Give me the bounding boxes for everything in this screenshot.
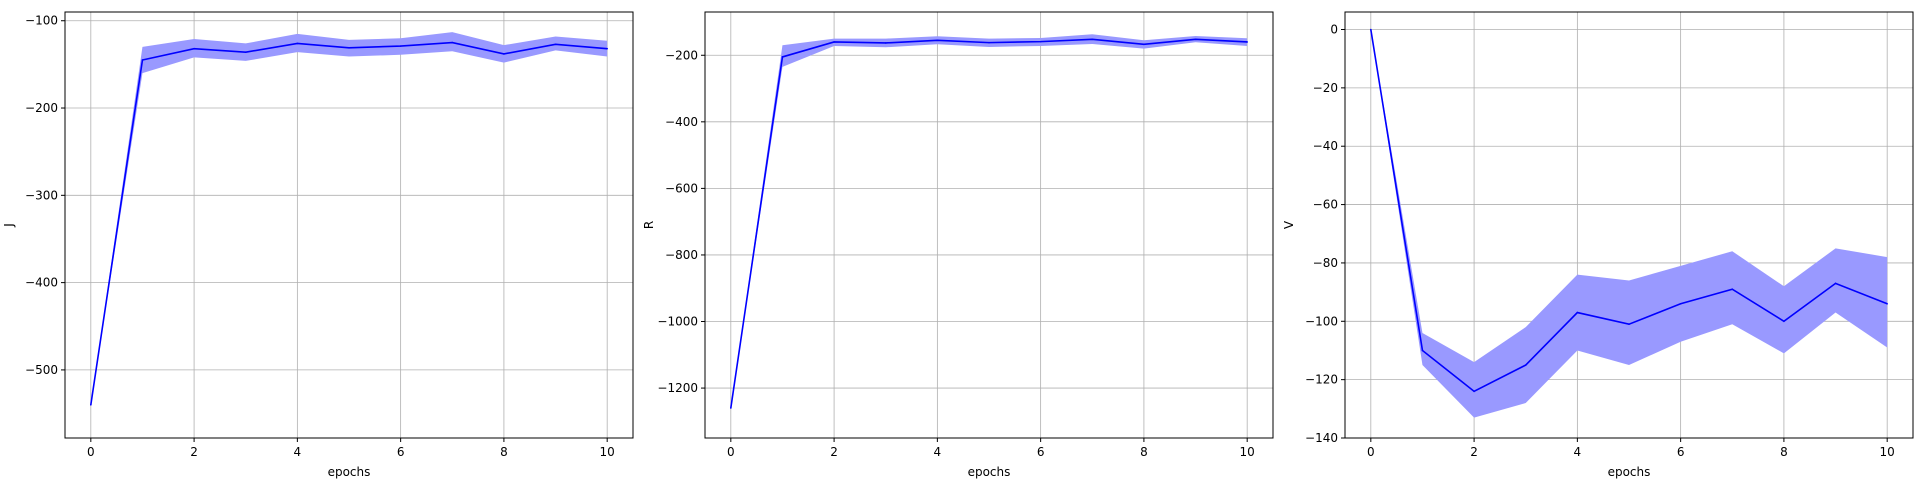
x-tick-label: 2 [1470, 445, 1478, 459]
y-tick-label: −200 [25, 101, 58, 115]
y-tick-label: −300 [25, 188, 58, 202]
y-tick-label: −120 [1305, 373, 1338, 387]
data-point [988, 41, 990, 44]
y-tick-label: −1000 [657, 315, 698, 329]
data-point [90, 404, 92, 406]
x-tick-label: 0 [87, 445, 95, 459]
x-tick-label: 8 [500, 445, 508, 459]
data-point [936, 39, 939, 42]
data-point [606, 47, 608, 50]
data-point [193, 47, 195, 50]
x-tick-label: 8 [1140, 445, 1148, 459]
plot-frame [704, 11, 1274, 439]
data-point [1194, 38, 1197, 41]
x-tick-label: 8 [1780, 445, 1788, 459]
data-point [1091, 38, 1094, 41]
confidence-band [730, 34, 1248, 409]
data-point [1039, 40, 1042, 43]
x-tick-label: 10 [1240, 445, 1255, 459]
y-tick-label: −800 [665, 248, 698, 262]
data-point [1576, 311, 1579, 314]
y-tick-label: −80 [1313, 256, 1338, 270]
x-axis-label: epochs [1608, 465, 1651, 479]
data-point [1421, 349, 1424, 352]
data-point [399, 45, 402, 47]
chart-panel-v: 0 2 4 6 8 10 −140 −120 −100 −80 −60 −40 −20 0 epochs V [1282, 11, 1914, 479]
y-tick-label: −20 [1313, 81, 1338, 95]
y-tick-label: −1200 [657, 381, 698, 395]
y-tick-label: −600 [665, 181, 698, 195]
x-tick-label: 6 [397, 445, 405, 459]
y-tick-label: −40 [1313, 139, 1338, 153]
confidence-band [90, 32, 608, 405]
data-point [1143, 43, 1145, 46]
data-point [730, 407, 732, 409]
data-point [1834, 282, 1837, 285]
y-tick-label: −140 [1305, 431, 1338, 445]
x-tick-label: 4 [934, 445, 942, 459]
data-point [884, 42, 887, 44]
x-tick-label: 2 [190, 445, 198, 459]
data-point [1473, 390, 1475, 393]
data-point [833, 41, 835, 43]
x-tick-label: 6 [1037, 445, 1045, 459]
plot-frame [1344, 11, 1914, 439]
y-tick-label: 0 [1330, 23, 1338, 37]
y-tick-label: −200 [665, 48, 698, 62]
y-tick-label: −60 [1313, 198, 1338, 212]
x-tick-label: 4 [1574, 445, 1582, 459]
data-point [554, 43, 557, 46]
plot-frame [64, 11, 634, 439]
y-axis-label: V [1282, 220, 1296, 229]
series-line [90, 41, 608, 405]
y-tick-label: −100 [25, 14, 58, 28]
x-tick-label: 0 [1367, 445, 1375, 459]
data-point [503, 53, 505, 55]
chart-panel-r: 0 2 4 6 8 10 −1200 −1000 −800 −600 −400 −200 epochs R [642, 11, 1274, 479]
data-point [451, 41, 454, 44]
x-axis-label: epochs [328, 465, 371, 479]
x-tick-label: 6 [1677, 445, 1685, 459]
data-point [1783, 320, 1785, 323]
data-point [1679, 302, 1682, 305]
data-point [1628, 323, 1630, 326]
data-point [348, 46, 350, 49]
chart-panel-j: 0 2 4 6 8 10 −500 −400 −300 −200 −100 epochs J [2, 11, 634, 479]
x-tick-label: 2 [830, 445, 838, 459]
data-point [244, 51, 247, 53]
x-tick-label: 4 [294, 445, 302, 459]
series-line [730, 38, 1248, 409]
data-point [1246, 41, 1248, 43]
x-tick-label: 0 [727, 445, 735, 459]
x-tick-label: 10 [1880, 445, 1895, 459]
data-point [781, 56, 784, 58]
data-point [141, 59, 144, 61]
x-tick-label: 10 [600, 445, 615, 459]
data-point [1731, 288, 1734, 290]
y-tick-label: −400 [25, 276, 58, 290]
confidence-band [1370, 29, 1888, 418]
y-axis-label: R [642, 221, 656, 229]
x-axis-label: epochs [968, 465, 1011, 479]
y-tick-label: −100 [1305, 314, 1338, 328]
data-point [296, 42, 299, 45]
y-tick-label: −400 [665, 115, 698, 129]
data-point [1886, 302, 1888, 305]
data-point [1370, 28, 1372, 31]
y-axis-label: J [2, 223, 16, 228]
data-point [1524, 364, 1527, 366]
y-tick-label: −500 [25, 363, 58, 377]
